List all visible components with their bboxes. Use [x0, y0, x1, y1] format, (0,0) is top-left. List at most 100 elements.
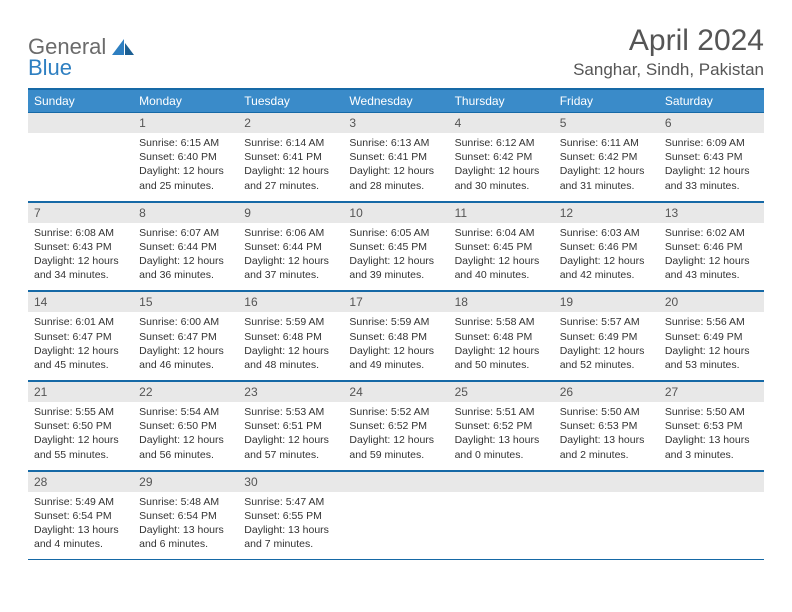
day-number: 8: [133, 203, 238, 223]
daylight-text: Daylight: 13 hours and 6 minutes.: [139, 523, 232, 551]
sunrise-text: Sunrise: 6:15 AM: [139, 136, 232, 150]
day-cell: Sunrise: 5:55 AMSunset: 6:50 PMDaylight:…: [28, 402, 133, 470]
sunrise-text: Sunrise: 5:54 AM: [139, 405, 232, 419]
sunset-text: Sunset: 6:44 PM: [244, 240, 337, 254]
daylight-text: Daylight: 13 hours and 2 minutes.: [560, 433, 653, 461]
sunrise-text: Sunrise: 6:05 AM: [349, 226, 442, 240]
location-text: Sanghar, Sindh, Pakistan: [573, 60, 764, 80]
calendar-grid: Sunday Monday Tuesday Wednesday Thursday…: [28, 88, 764, 560]
week-row: Sunrise: 5:49 AMSunset: 6:54 PMDaylight:…: [28, 492, 764, 561]
weekday-thursday: Thursday: [449, 90, 554, 112]
week-row: Sunrise: 6:01 AMSunset: 6:47 PMDaylight:…: [28, 312, 764, 381]
day-number: [343, 472, 448, 492]
daylight-text: Daylight: 12 hours and 27 minutes.: [244, 164, 337, 192]
weekday-wednesday: Wednesday: [343, 90, 448, 112]
day-cell: Sunrise: 5:53 AMSunset: 6:51 PMDaylight:…: [238, 402, 343, 470]
day-cell: Sunrise: 6:03 AMSunset: 6:46 PMDaylight:…: [554, 223, 659, 291]
daylight-text: Daylight: 13 hours and 3 minutes.: [665, 433, 758, 461]
sunrise-text: Sunrise: 6:14 AM: [244, 136, 337, 150]
sunset-text: Sunset: 6:41 PM: [349, 150, 442, 164]
day-cell: Sunrise: 6:04 AMSunset: 6:45 PMDaylight:…: [449, 223, 554, 291]
sunset-text: Sunset: 6:44 PM: [139, 240, 232, 254]
day-number: [449, 472, 554, 492]
sunrise-text: Sunrise: 5:50 AM: [665, 405, 758, 419]
daylight-text: Daylight: 12 hours and 28 minutes.: [349, 164, 442, 192]
sunset-text: Sunset: 6:48 PM: [349, 330, 442, 344]
day-cell: Sunrise: 6:09 AMSunset: 6:43 PMDaylight:…: [659, 133, 764, 201]
day-number: 12: [554, 203, 659, 223]
day-cell: [343, 492, 448, 560]
daylight-text: Daylight: 12 hours and 48 minutes.: [244, 344, 337, 372]
sunrise-text: Sunrise: 5:53 AM: [244, 405, 337, 419]
daylight-text: Daylight: 12 hours and 56 minutes.: [139, 433, 232, 461]
daylight-text: Daylight: 13 hours and 4 minutes.: [34, 523, 127, 551]
day-number: 23: [238, 382, 343, 402]
day-cell: [554, 492, 659, 560]
daynum-band: 78910111213: [28, 202, 764, 223]
sunrise-text: Sunrise: 6:09 AM: [665, 136, 758, 150]
daylight-text: Daylight: 12 hours and 52 minutes.: [560, 344, 653, 372]
sunset-text: Sunset: 6:45 PM: [349, 240, 442, 254]
sunset-text: Sunset: 6:47 PM: [139, 330, 232, 344]
week-row: Sunrise: 5:55 AMSunset: 6:50 PMDaylight:…: [28, 402, 764, 471]
sunset-text: Sunset: 6:52 PM: [455, 419, 548, 433]
day-cell: Sunrise: 6:02 AMSunset: 6:46 PMDaylight:…: [659, 223, 764, 291]
logo-text-blue: Blue: [28, 55, 72, 81]
sunrise-text: Sunrise: 5:48 AM: [139, 495, 232, 509]
calendar-page: General April 2024 Sanghar, Sindh, Pakis…: [0, 0, 792, 584]
daylight-text: Daylight: 12 hours and 40 minutes.: [455, 254, 548, 282]
daylight-text: Daylight: 12 hours and 42 minutes.: [560, 254, 653, 282]
day-cell: Sunrise: 5:57 AMSunset: 6:49 PMDaylight:…: [554, 312, 659, 380]
day-number: 24: [343, 382, 448, 402]
sunrise-text: Sunrise: 6:01 AM: [34, 315, 127, 329]
day-number: 21: [28, 382, 133, 402]
sunset-text: Sunset: 6:42 PM: [560, 150, 653, 164]
sunset-text: Sunset: 6:49 PM: [560, 330, 653, 344]
sunrise-text: Sunrise: 5:52 AM: [349, 405, 442, 419]
daylight-text: Daylight: 12 hours and 50 minutes.: [455, 344, 548, 372]
weekday-monday: Monday: [133, 90, 238, 112]
day-cell: [659, 492, 764, 560]
day-number: 1: [133, 113, 238, 133]
day-cell: Sunrise: 5:47 AMSunset: 6:55 PMDaylight:…: [238, 492, 343, 560]
sunset-text: Sunset: 6:53 PM: [560, 419, 653, 433]
day-cell: Sunrise: 5:49 AMSunset: 6:54 PMDaylight:…: [28, 492, 133, 560]
sunrise-text: Sunrise: 5:57 AM: [560, 315, 653, 329]
sunset-text: Sunset: 6:52 PM: [349, 419, 442, 433]
sunset-text: Sunset: 6:48 PM: [244, 330, 337, 344]
day-number: 19: [554, 292, 659, 312]
weekday-sunday: Sunday: [28, 90, 133, 112]
page-title: April 2024: [573, 24, 764, 58]
day-number: 20: [659, 292, 764, 312]
day-cell: Sunrise: 5:59 AMSunset: 6:48 PMDaylight:…: [343, 312, 448, 380]
sunset-text: Sunset: 6:45 PM: [455, 240, 548, 254]
sunrise-text: Sunrise: 5:47 AM: [244, 495, 337, 509]
day-number: 27: [659, 382, 764, 402]
day-number: 22: [133, 382, 238, 402]
sunset-text: Sunset: 6:50 PM: [34, 419, 127, 433]
sunrise-text: Sunrise: 5:51 AM: [455, 405, 548, 419]
day-number: 9: [238, 203, 343, 223]
daylight-text: Daylight: 13 hours and 7 minutes.: [244, 523, 337, 551]
sunrise-text: Sunrise: 6:02 AM: [665, 226, 758, 240]
daylight-text: Daylight: 12 hours and 55 minutes.: [34, 433, 127, 461]
sunrise-text: Sunrise: 5:56 AM: [665, 315, 758, 329]
day-number: 29: [133, 472, 238, 492]
day-cell: Sunrise: 5:59 AMSunset: 6:48 PMDaylight:…: [238, 312, 343, 380]
day-cell: Sunrise: 5:48 AMSunset: 6:54 PMDaylight:…: [133, 492, 238, 560]
day-cell: Sunrise: 5:51 AMSunset: 6:52 PMDaylight:…: [449, 402, 554, 470]
sunset-text: Sunset: 6:54 PM: [34, 509, 127, 523]
daynum-band: 123456: [28, 112, 764, 133]
day-number: 26: [554, 382, 659, 402]
daylight-text: Daylight: 12 hours and 53 minutes.: [665, 344, 758, 372]
day-cell: Sunrise: 5:56 AMSunset: 6:49 PMDaylight:…: [659, 312, 764, 380]
sunrise-text: Sunrise: 5:49 AM: [34, 495, 127, 509]
sunrise-text: Sunrise: 6:00 AM: [139, 315, 232, 329]
daylight-text: Daylight: 12 hours and 30 minutes.: [455, 164, 548, 192]
sunset-text: Sunset: 6:47 PM: [34, 330, 127, 344]
day-cell: Sunrise: 5:54 AMSunset: 6:50 PMDaylight:…: [133, 402, 238, 470]
day-number: [659, 472, 764, 492]
sunset-text: Sunset: 6:43 PM: [665, 150, 758, 164]
day-number: 17: [343, 292, 448, 312]
day-number: 4: [449, 113, 554, 133]
